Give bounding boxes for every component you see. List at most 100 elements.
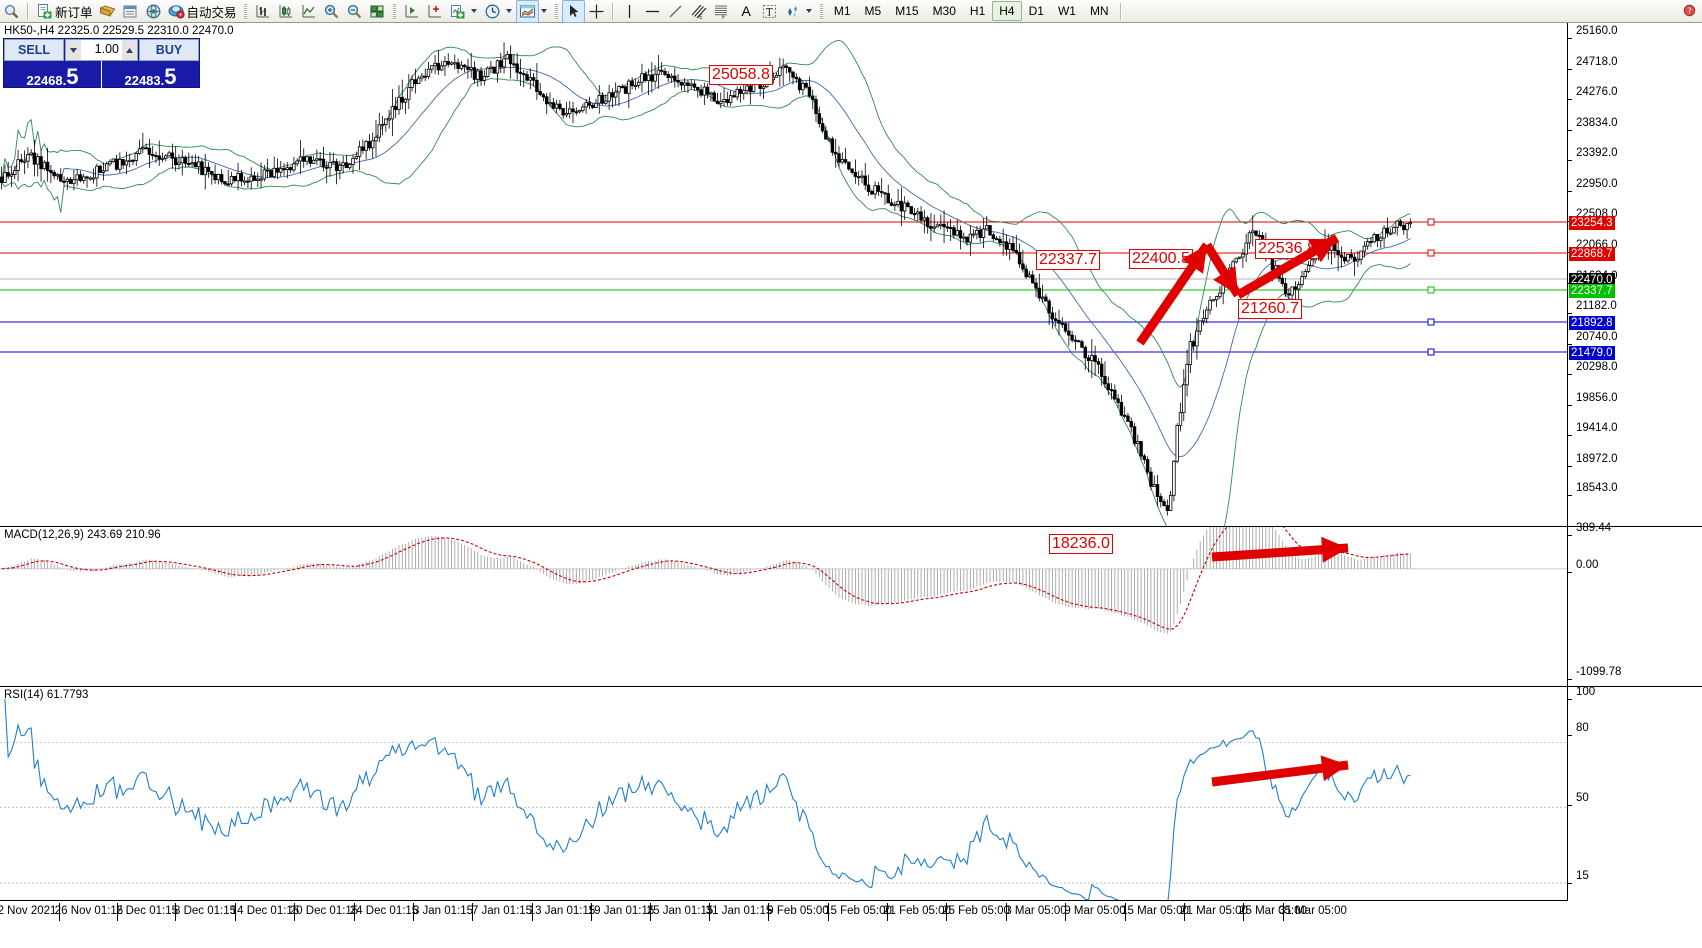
shapes-button[interactable]	[781, 1, 804, 22]
auto-scroll-icon	[403, 3, 420, 20]
shapes-dropdown-caret[interactable]	[805, 9, 812, 13]
search-icon-button[interactable]	[0, 1, 23, 22]
help-icon[interactable]: ?	[1682, 3, 1699, 20]
data-window-button[interactable]	[119, 1, 142, 22]
timeframe-m5[interactable]: M5	[864, 4, 882, 18]
price-annotation[interactable]: 18236.0	[1049, 534, 1113, 554]
rsi-axis[interactable]: 100 80 50 15	[1567, 686, 1702, 923]
period-dropdown-caret[interactable]	[505, 9, 512, 13]
chart-container[interactable]: HK50-,H4 22325.0 22529.5 22310.0 22470.0…	[0, 23, 1702, 948]
timeframe-mn[interactable]: MN	[1089, 4, 1109, 18]
sell-price[interactable]: 22468 . 5	[4, 61, 101, 88]
globe-icon	[145, 3, 162, 20]
price-pane[interactable]: HK50-,H4 22325.0 22529.5 22310.0 22470.0…	[0, 23, 1702, 554]
price-axis[interactable]: 25160.0 24718.0 24276.0 23834.0 23392.0 22950…	[1567, 23, 1702, 526]
volume-decrease-button[interactable]	[66, 40, 81, 60]
folder-icon	[99, 3, 116, 20]
navigator-button[interactable]	[142, 1, 165, 22]
time-label: 8 Dec 01:15	[173, 905, 237, 917]
zoom-in-icon	[323, 3, 340, 20]
timeframe-h4[interactable]: H4	[992, 1, 1022, 21]
period-button[interactable]	[481, 1, 504, 22]
text-button[interactable]: A	[733, 1, 758, 22]
new-order-button[interactable]: 新订单	[33, 1, 96, 22]
timeframe-m30[interactable]: M30	[932, 4, 956, 18]
expert-advisor-button[interactable]	[96, 1, 119, 22]
symbol-ohlc-label: HK50-,H4 22325.0 22529.5 22310.0 22470.0	[4, 25, 234, 37]
time-label: 25 Feb 05:00	[942, 905, 1010, 917]
zoom-out-button[interactable]	[343, 1, 366, 22]
price-tag[interactable]: 21479.0	[1569, 346, 1615, 360]
sell-button[interactable]: SELL	[4, 39, 64, 61]
candlestick-chart-button[interactable]	[274, 1, 297, 22]
toolbar-separator-2	[611, 2, 614, 20]
chart-shift-button[interactable]	[423, 1, 446, 22]
macd-pane[interactable]: MACD(12,26,9) 243.69 210.96 389.44 0.00 -1…	[0, 522, 1702, 686]
tile-windows-button[interactable]	[366, 1, 389, 22]
macd-tick: 389.44	[1568, 522, 1611, 541]
time-separator	[828, 903, 829, 921]
volume-stepper[interactable]: 1.00	[65, 39, 138, 61]
time-separator	[413, 903, 414, 921]
toolbar-grip[interactable]	[243, 2, 247, 20]
toolbar-grip-4[interactable]	[819, 2, 823, 20]
trendline-button[interactable]	[664, 1, 687, 22]
templates-dropdown-caret[interactable]	[540, 9, 547, 13]
text-label-button[interactable]: T	[758, 1, 781, 22]
price-tick: 18972.0	[1568, 453, 1618, 472]
time-separator	[354, 903, 355, 921]
volume-increase-button[interactable]	[122, 40, 137, 60]
line-chart-button[interactable]	[297, 1, 320, 22]
bar-chart-button[interactable]	[251, 1, 274, 22]
rsi-tick: 100	[1568, 686, 1595, 705]
indicators-dropdown-caret[interactable]	[470, 9, 477, 13]
templates-button[interactable]	[515, 0, 539, 23]
price-annotation[interactable]: 21260.7	[1238, 299, 1302, 319]
time-separator	[294, 903, 295, 921]
buy-price[interactable]: 22483 . 5	[102, 61, 199, 88]
timeframe-h1[interactable]: H1	[969, 4, 986, 18]
auto-trading-button[interactable]: 自动交易	[165, 1, 240, 22]
price-tag[interactable]: 22868.7	[1569, 247, 1615, 261]
toolbar-grip-2[interactable]	[392, 2, 396, 20]
volume-input[interactable]: 1.00	[94, 42, 119, 56]
time-axis[interactable]: 2 Nov 2021 26 Nov 01:15 2 Dec 01:15 8 Dec 0…	[0, 900, 1568, 923]
timeframe-d1[interactable]: D1	[1028, 4, 1044, 18]
cursor-button[interactable]	[561, 0, 585, 23]
price-annotation[interactable]: 25058.8	[709, 65, 773, 85]
horizontal-line-button[interactable]	[641, 1, 664, 22]
time-separator	[1125, 903, 1126, 921]
toolbar-grip-3[interactable]	[554, 2, 558, 20]
rsi-pane[interactable]: RSI(14) 61.7793 100 80 50 15 2 Nov 2021 26 N…	[0, 686, 1702, 923]
rsi-plot[interactable]	[0, 687, 1568, 923]
price-plot[interactable]	[0, 23, 1568, 526]
time-separator	[235, 903, 236, 921]
price-annotation[interactable]: 22536.8	[1255, 239, 1319, 259]
rsi-tick: 80	[1568, 722, 1589, 741]
crosshair-button[interactable]	[585, 1, 608, 22]
buy-button[interactable]: BUY	[139, 39, 199, 61]
macd-axis[interactable]: 389.44 0.00 -1099.78	[1567, 522, 1702, 686]
vertical-line-button[interactable]	[618, 1, 641, 22]
price-tag[interactable]: 22337.7	[1569, 284, 1615, 298]
timeframe-m15[interactable]: M15	[895, 4, 919, 18]
one-click-trading-panel[interactable]: SELL 1.00 BUY 22468 . 5 22483 .	[3, 38, 200, 88]
timeframe-w1[interactable]: W1	[1057, 4, 1076, 18]
equidistant-channel-button[interactable]: E	[687, 1, 710, 22]
price-tag[interactable]: 21892.8	[1569, 316, 1615, 330]
auto-scroll-button[interactable]	[400, 1, 423, 22]
fibonacci-button[interactable]: F	[710, 1, 733, 22]
zoom-in-button[interactable]	[320, 1, 343, 22]
price-annotation[interactable]: 22337.7	[1036, 250, 1100, 270]
svg-text:T: T	[766, 7, 773, 18]
price-tag[interactable]: 23254.3	[1569, 216, 1615, 230]
macd-plot[interactable]	[0, 527, 1568, 686]
time-separator	[472, 903, 473, 921]
indicators-button[interactable]	[446, 1, 469, 22]
time-label: 15 Feb 05:00	[824, 905, 892, 917]
horizontal-line-icon	[644, 3, 661, 20]
price-tag[interactable]: 22470.0	[1569, 273, 1615, 287]
time-label: 15 Mar 05:00	[1121, 905, 1189, 917]
price-annotation[interactable]: 22400.5	[1129, 249, 1193, 269]
timeframe-m1[interactable]: M1	[833, 4, 851, 18]
